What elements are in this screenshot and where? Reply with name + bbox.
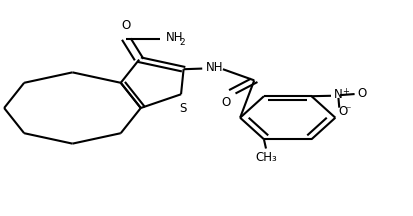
Text: ⁻: ⁻ — [344, 106, 350, 116]
Text: NH: NH — [206, 61, 223, 74]
Text: O: O — [221, 96, 230, 109]
Text: CH₃: CH₃ — [254, 151, 276, 164]
Text: +: + — [341, 87, 348, 95]
Text: O: O — [337, 105, 347, 118]
Text: NH: NH — [165, 31, 183, 44]
Text: 2: 2 — [179, 38, 185, 47]
Text: N: N — [334, 88, 342, 101]
Text: S: S — [179, 102, 186, 115]
Text: O: O — [356, 87, 366, 100]
Text: O: O — [121, 19, 131, 32]
